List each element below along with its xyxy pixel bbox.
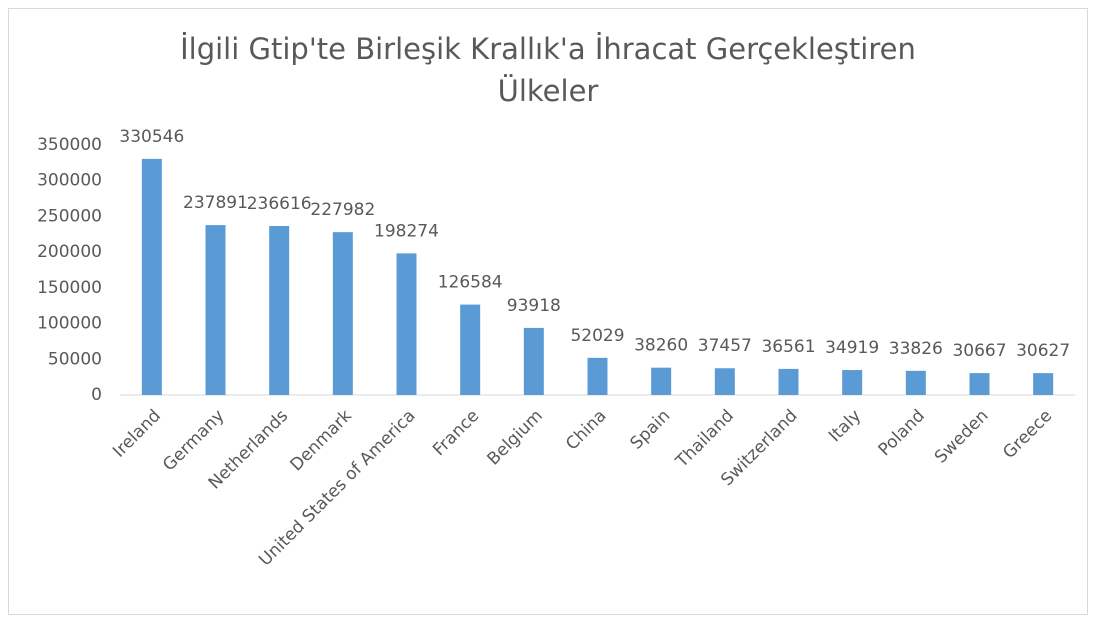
- data-label: 330546: [119, 127, 184, 147]
- data-label: 52029: [570, 326, 624, 346]
- x-tick-label: Greece: [999, 406, 1056, 463]
- data-label: 34919: [825, 338, 879, 358]
- data-label: 38260: [634, 336, 688, 356]
- data-label: 30667: [952, 341, 1006, 361]
- bar: [205, 225, 226, 395]
- data-label: 37457: [698, 336, 752, 356]
- data-label: 198274: [374, 221, 439, 241]
- bar: [141, 158, 162, 395]
- data-label: 237891: [183, 193, 248, 213]
- bar: [332, 232, 353, 395]
- data-label: 30627: [1016, 341, 1070, 361]
- y-tick-label: 300000: [37, 171, 102, 191]
- data-label: 227982: [310, 200, 375, 220]
- bar: [396, 253, 417, 395]
- bar: [523, 327, 544, 395]
- x-tick-label: China: [562, 406, 610, 454]
- y-tick-label: 0: [91, 385, 102, 405]
- y-tick-label: 200000: [37, 242, 102, 262]
- x-tick-label: Poland: [875, 406, 929, 460]
- x-tick-label: Thailand: [671, 406, 737, 472]
- bar: [587, 357, 608, 395]
- y-tick-label: 50000: [48, 349, 102, 369]
- x-tick-label: Italy: [825, 406, 865, 446]
- data-label: 126584: [438, 273, 503, 293]
- bar: [905, 370, 926, 395]
- y-tick-label: 100000: [37, 314, 102, 334]
- data-label: 36561: [761, 337, 815, 357]
- chart-title: İlgili Gtip'te Birleşik Krallık'a İhraca…: [180, 32, 916, 108]
- bar: [651, 367, 672, 395]
- x-tick-label: Spain: [627, 406, 675, 454]
- data-label: 33826: [889, 339, 943, 359]
- bar: [714, 368, 735, 395]
- bar: [460, 304, 481, 395]
- data-label: 236616: [247, 194, 312, 214]
- bar: [969, 373, 990, 395]
- y-tick-label: 350000: [37, 135, 102, 155]
- x-tick-label: France: [429, 406, 483, 460]
- y-tick-label: 150000: [37, 278, 102, 298]
- bar: [269, 225, 290, 395]
- data-label: 93918: [507, 296, 561, 316]
- y-tick-label: 250000: [37, 206, 102, 226]
- x-tick-label: Belgium: [483, 406, 546, 469]
- bar: [778, 368, 799, 395]
- chart-border: [8, 8, 1088, 615]
- x-tick-label: Ireland: [109, 406, 165, 462]
- bar: [1033, 373, 1054, 395]
- bar: [842, 370, 863, 395]
- x-tick-label: Sweden: [931, 406, 993, 468]
